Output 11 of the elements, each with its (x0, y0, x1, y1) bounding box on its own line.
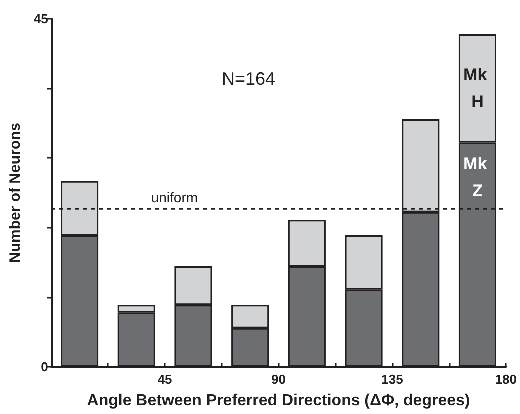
series-label: Mk H (464, 66, 492, 112)
series-label: Mk Z (464, 154, 492, 201)
x-tick-label: 90 (272, 372, 286, 387)
x-tick-label: 180 (495, 372, 518, 387)
ref-line-label: uniform (151, 189, 198, 206)
x-tick-label: 135 (382, 372, 404, 387)
y-tick-label: 0 (41, 360, 48, 374)
annotation: N=164 (222, 69, 276, 89)
x-axis-title: Angle Between Preferred Directions (ΔΦ, degrees) (87, 392, 470, 410)
y-axis-title: Number of Neurons (7, 122, 24, 264)
x-tick-label: 45 (158, 372, 172, 387)
